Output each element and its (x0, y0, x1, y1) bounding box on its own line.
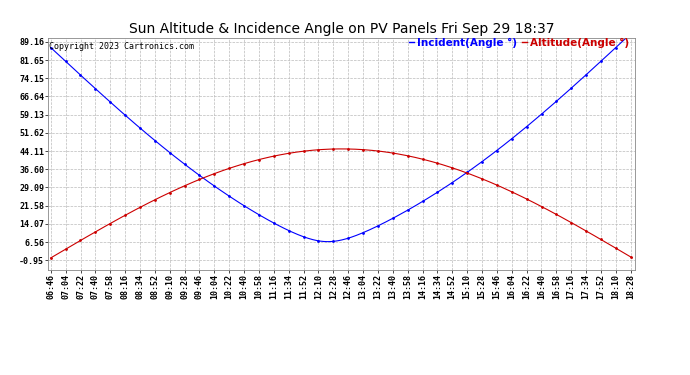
Legend: Incident(Angle °), Altitude(Angle °): Incident(Angle °), Altitude(Angle °) (408, 38, 629, 48)
Title: Sun Altitude & Incidence Angle on PV Panels Fri Sep 29 18:37: Sun Altitude & Incidence Angle on PV Pan… (129, 22, 554, 36)
Text: Copyright 2023 Cartronics.com: Copyright 2023 Cartronics.com (50, 42, 195, 51)
